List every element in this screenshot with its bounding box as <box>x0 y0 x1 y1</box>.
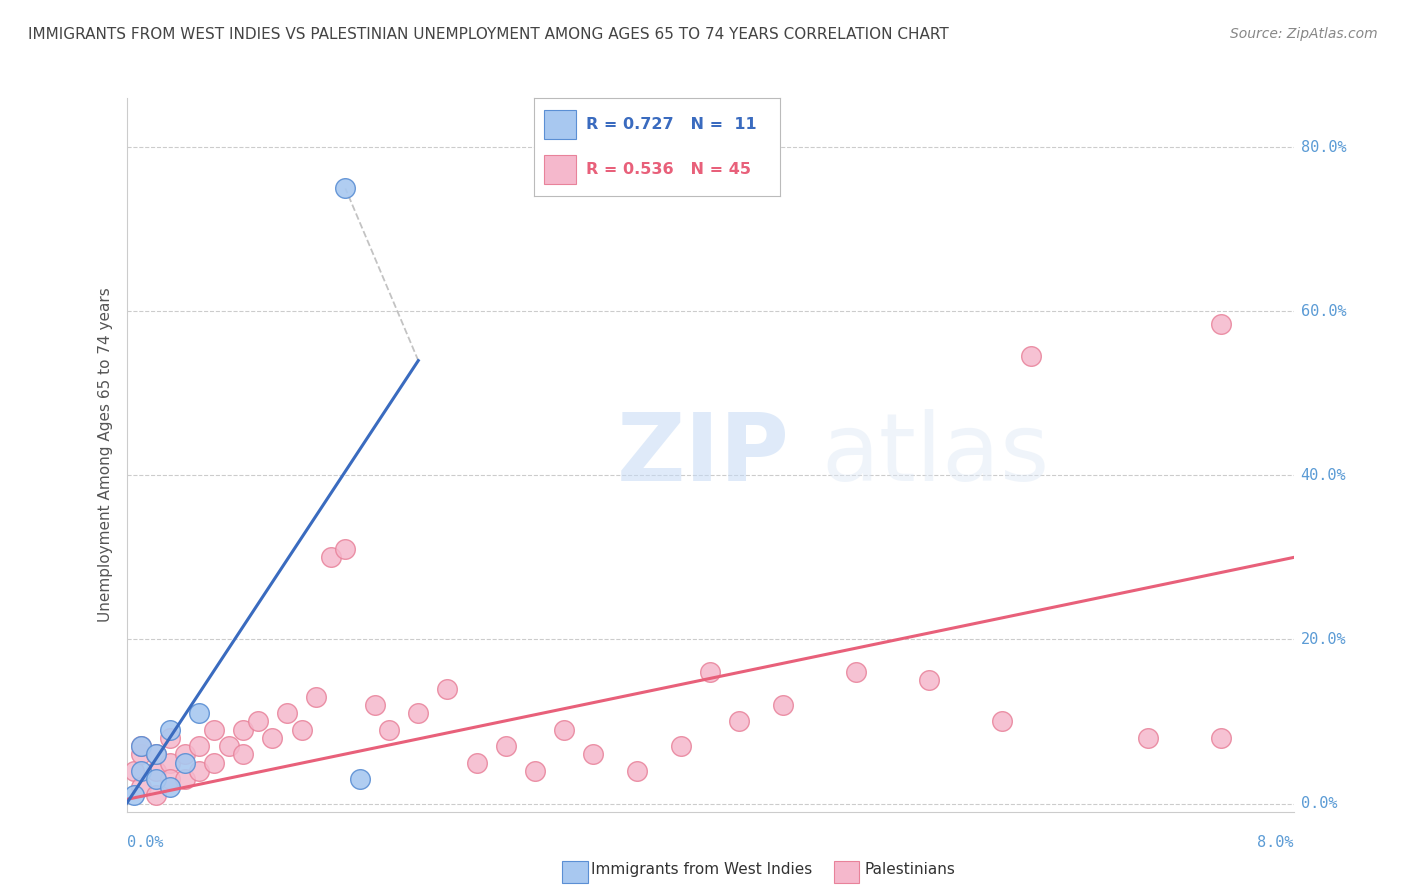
Point <box>582 747 605 762</box>
Point <box>122 789 145 803</box>
Text: ZIP: ZIP <box>617 409 790 501</box>
Point <box>129 764 152 778</box>
Point <box>145 772 167 786</box>
Text: Immigrants from West Indies: Immigrants from West Indies <box>591 863 811 877</box>
Point <box>335 542 357 557</box>
Point <box>145 747 167 762</box>
Point <box>122 764 145 778</box>
Point <box>918 673 941 688</box>
Text: Source: ZipAtlas.com: Source: ZipAtlas.com <box>1230 27 1378 41</box>
Point <box>218 739 240 753</box>
Point <box>174 756 197 770</box>
Point <box>699 665 721 680</box>
Point <box>159 756 181 770</box>
Point <box>728 714 751 729</box>
Point <box>188 764 211 778</box>
Text: Palestinians: Palestinians <box>865 863 956 877</box>
Bar <box>544 110 576 139</box>
Point <box>202 723 225 737</box>
Text: atlas: atlas <box>821 409 1049 501</box>
Point <box>129 739 152 753</box>
Point <box>129 747 152 762</box>
Text: 20.0%: 20.0% <box>1301 632 1346 647</box>
Point <box>845 665 868 680</box>
Point <box>335 181 357 195</box>
Text: 60.0%: 60.0% <box>1301 304 1346 318</box>
Point <box>159 731 181 745</box>
Point <box>1209 317 1232 331</box>
Point <box>276 706 298 721</box>
Point <box>1209 731 1232 745</box>
Y-axis label: Unemployment Among Ages 65 to 74 years: Unemployment Among Ages 65 to 74 years <box>97 287 112 623</box>
Point <box>246 714 269 729</box>
Text: R = 0.727   N =  11: R = 0.727 N = 11 <box>586 117 756 132</box>
Point <box>465 756 488 770</box>
Point <box>523 764 546 778</box>
Point <box>626 764 648 778</box>
Text: 0.0%: 0.0% <box>1301 796 1337 811</box>
Point <box>378 723 401 737</box>
Point <box>290 723 312 737</box>
Point <box>159 723 181 737</box>
Point <box>188 739 211 753</box>
Point <box>349 772 371 786</box>
Point <box>145 789 167 803</box>
Point <box>145 764 167 778</box>
Point <box>174 747 197 762</box>
Point <box>436 681 458 696</box>
Text: IMMIGRANTS FROM WEST INDIES VS PALESTINIAN UNEMPLOYMENT AMONG AGES 65 TO 74 YEAR: IMMIGRANTS FROM WEST INDIES VS PALESTINI… <box>28 27 949 42</box>
Point <box>669 739 692 753</box>
Point <box>553 723 575 737</box>
Point <box>129 780 152 794</box>
Bar <box>544 155 576 185</box>
Text: 80.0%: 80.0% <box>1301 140 1346 155</box>
Point <box>408 706 430 721</box>
Point <box>1136 731 1159 745</box>
Point <box>232 723 254 737</box>
Point <box>262 731 284 745</box>
Point <box>159 780 181 794</box>
Point <box>772 698 794 712</box>
Point <box>232 747 254 762</box>
Point <box>159 772 181 786</box>
Point <box>188 706 211 721</box>
Point <box>145 747 167 762</box>
Text: 8.0%: 8.0% <box>1257 836 1294 850</box>
Point <box>495 739 517 753</box>
Point <box>990 714 1012 729</box>
Text: 0.0%: 0.0% <box>127 836 163 850</box>
Point <box>202 756 225 770</box>
Point <box>174 772 197 786</box>
Point <box>1019 350 1042 364</box>
Point <box>363 698 385 712</box>
Point <box>129 739 152 753</box>
Text: R = 0.536   N = 45: R = 0.536 N = 45 <box>586 162 751 178</box>
Text: 40.0%: 40.0% <box>1301 468 1346 483</box>
Point <box>305 690 328 704</box>
Point <box>319 550 342 565</box>
